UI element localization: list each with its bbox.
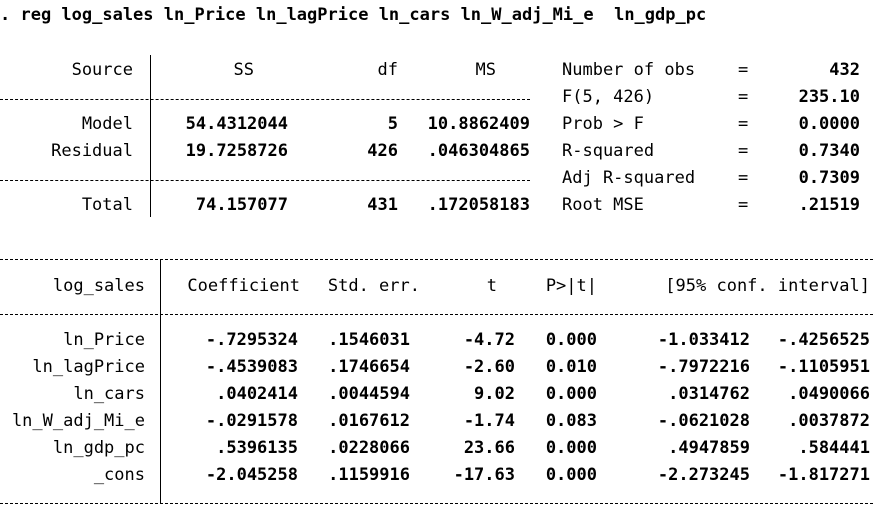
- coef-t: -17.63: [453, 465, 515, 485]
- anova-header-ms: MS: [475, 60, 496, 80]
- coef-se: .0228066: [328, 438, 410, 458]
- anova-source: Total: [81, 195, 133, 215]
- coef-se: .0044594: [328, 384, 410, 404]
- coef-t: -1.74: [463, 411, 515, 431]
- coef-ci-high: .0490066: [788, 384, 870, 404]
- anova-header-ss: SS: [233, 60, 254, 80]
- coef-divider-top: [0, 259, 873, 260]
- anova-source: Model: [81, 114, 133, 134]
- stat-equals: =: [738, 195, 749, 215]
- stat-value: .21519: [798, 195, 860, 215]
- anova-source: Residual: [51, 141, 133, 161]
- anova-divider-top: [0, 99, 530, 100]
- coef-vertical-divider: [160, 259, 161, 504]
- coef-t: 23.66: [463, 438, 515, 458]
- coef-var: _cons: [93, 465, 145, 485]
- coef-se: .1746654: [328, 357, 410, 377]
- coef-t: -4.72: [463, 330, 515, 350]
- stat-value: 432: [829, 60, 860, 80]
- coef-ci-high: .0037872: [788, 411, 870, 431]
- coef-ci-low: -2.273245: [657, 465, 750, 485]
- stat-label: R-squared: [562, 141, 655, 161]
- coef-se: .0167612: [328, 411, 410, 431]
- coef-value: .5396135: [216, 438, 298, 458]
- coef-p: 0.010: [545, 357, 597, 377]
- stat-value: 235.10: [798, 87, 860, 107]
- coef-p: 0.000: [545, 438, 597, 458]
- coef-p: 0.000: [545, 384, 597, 404]
- coef-t: 9.02: [474, 384, 515, 404]
- coef-divider-bottom: [0, 503, 873, 504]
- stat-equals: =: [738, 87, 749, 107]
- coef-var: ln_Price: [63, 330, 145, 350]
- coef-ci-low: .0314762: [668, 384, 750, 404]
- coef-var: ln_gdp_pc: [52, 438, 145, 458]
- stat-label: Number of obs: [562, 60, 696, 80]
- stat-equals: =: [738, 141, 749, 161]
- command-line: . reg log_sales ln_Price ln_lagPrice ln_…: [0, 5, 707, 25]
- anova-ms: .172058183: [427, 195, 530, 215]
- coef-ci-low: .4947859: [668, 438, 750, 458]
- coef-p: 0.083: [545, 411, 597, 431]
- coef-header-p: P>|t|: [545, 276, 597, 296]
- coef-header-var: log_sales: [52, 276, 145, 296]
- coef-header-coef: Coefficient: [187, 276, 300, 296]
- anova-df: 431: [367, 195, 398, 215]
- coef-value: -.4539083: [205, 357, 298, 377]
- coef-var: ln_lagPrice: [32, 357, 145, 377]
- coef-ci-high: -.1105951: [777, 357, 870, 377]
- stat-equals: =: [738, 60, 749, 80]
- anova-ss: 19.7258726: [185, 141, 288, 161]
- coef-ci-low: -.7972216: [657, 357, 750, 377]
- anova-df: 5: [387, 114, 398, 134]
- anova-divider-bottom: [0, 180, 530, 181]
- coef-header-se: Std. err.: [327, 276, 420, 296]
- coef-var: ln_cars: [73, 384, 145, 404]
- stat-label: Root MSE: [562, 195, 644, 215]
- coef-se: .1159916: [328, 465, 410, 485]
- coef-value: -.7295324: [205, 330, 298, 350]
- coef-value: .0402414: [216, 384, 298, 404]
- coef-p: 0.000: [545, 330, 597, 350]
- anova-header-df: df: [377, 60, 398, 80]
- coef-p: 0.000: [545, 465, 597, 485]
- coef-ci-low: -1.033412: [657, 330, 750, 350]
- stat-value: 0.7340: [798, 141, 860, 161]
- coef-header-t: t: [486, 276, 497, 296]
- anova-vertical-divider: [150, 55, 151, 217]
- anova-ms: 10.8862409: [427, 114, 530, 134]
- anova-ms: .046304865: [427, 141, 530, 161]
- coef-ci-high: .584441: [798, 438, 870, 458]
- coef-se: .1546031: [328, 330, 410, 350]
- coef-ci-high: -1.817271: [777, 465, 870, 485]
- anova-header-source: Source: [71, 60, 133, 80]
- coef-value: -2.045258: [205, 465, 298, 485]
- anova-ss: 54.4312044: [185, 114, 288, 134]
- coef-ci-high: -.4256525: [777, 330, 870, 350]
- coef-divider-header: [0, 314, 873, 315]
- stat-equals: =: [738, 168, 749, 188]
- stat-label: F(5, 426): [562, 87, 655, 107]
- anova-ss: 74.157077: [195, 195, 288, 215]
- stat-equals: =: [738, 114, 749, 134]
- coef-t: -2.60: [463, 357, 515, 377]
- coef-ci-low: -.0621028: [657, 411, 750, 431]
- coef-value: -.0291578: [205, 411, 298, 431]
- coef-var: ln_W_adj_Mi_e: [11, 411, 145, 431]
- coef-header-ci: [95% conf. interval]: [665, 276, 870, 296]
- stat-label: Adj R-squared: [562, 168, 696, 188]
- stat-value: 0.7309: [798, 168, 860, 188]
- anova-df: 426: [367, 141, 398, 161]
- stat-value: 0.0000: [798, 114, 860, 134]
- stat-label: Prob > F: [562, 114, 644, 134]
